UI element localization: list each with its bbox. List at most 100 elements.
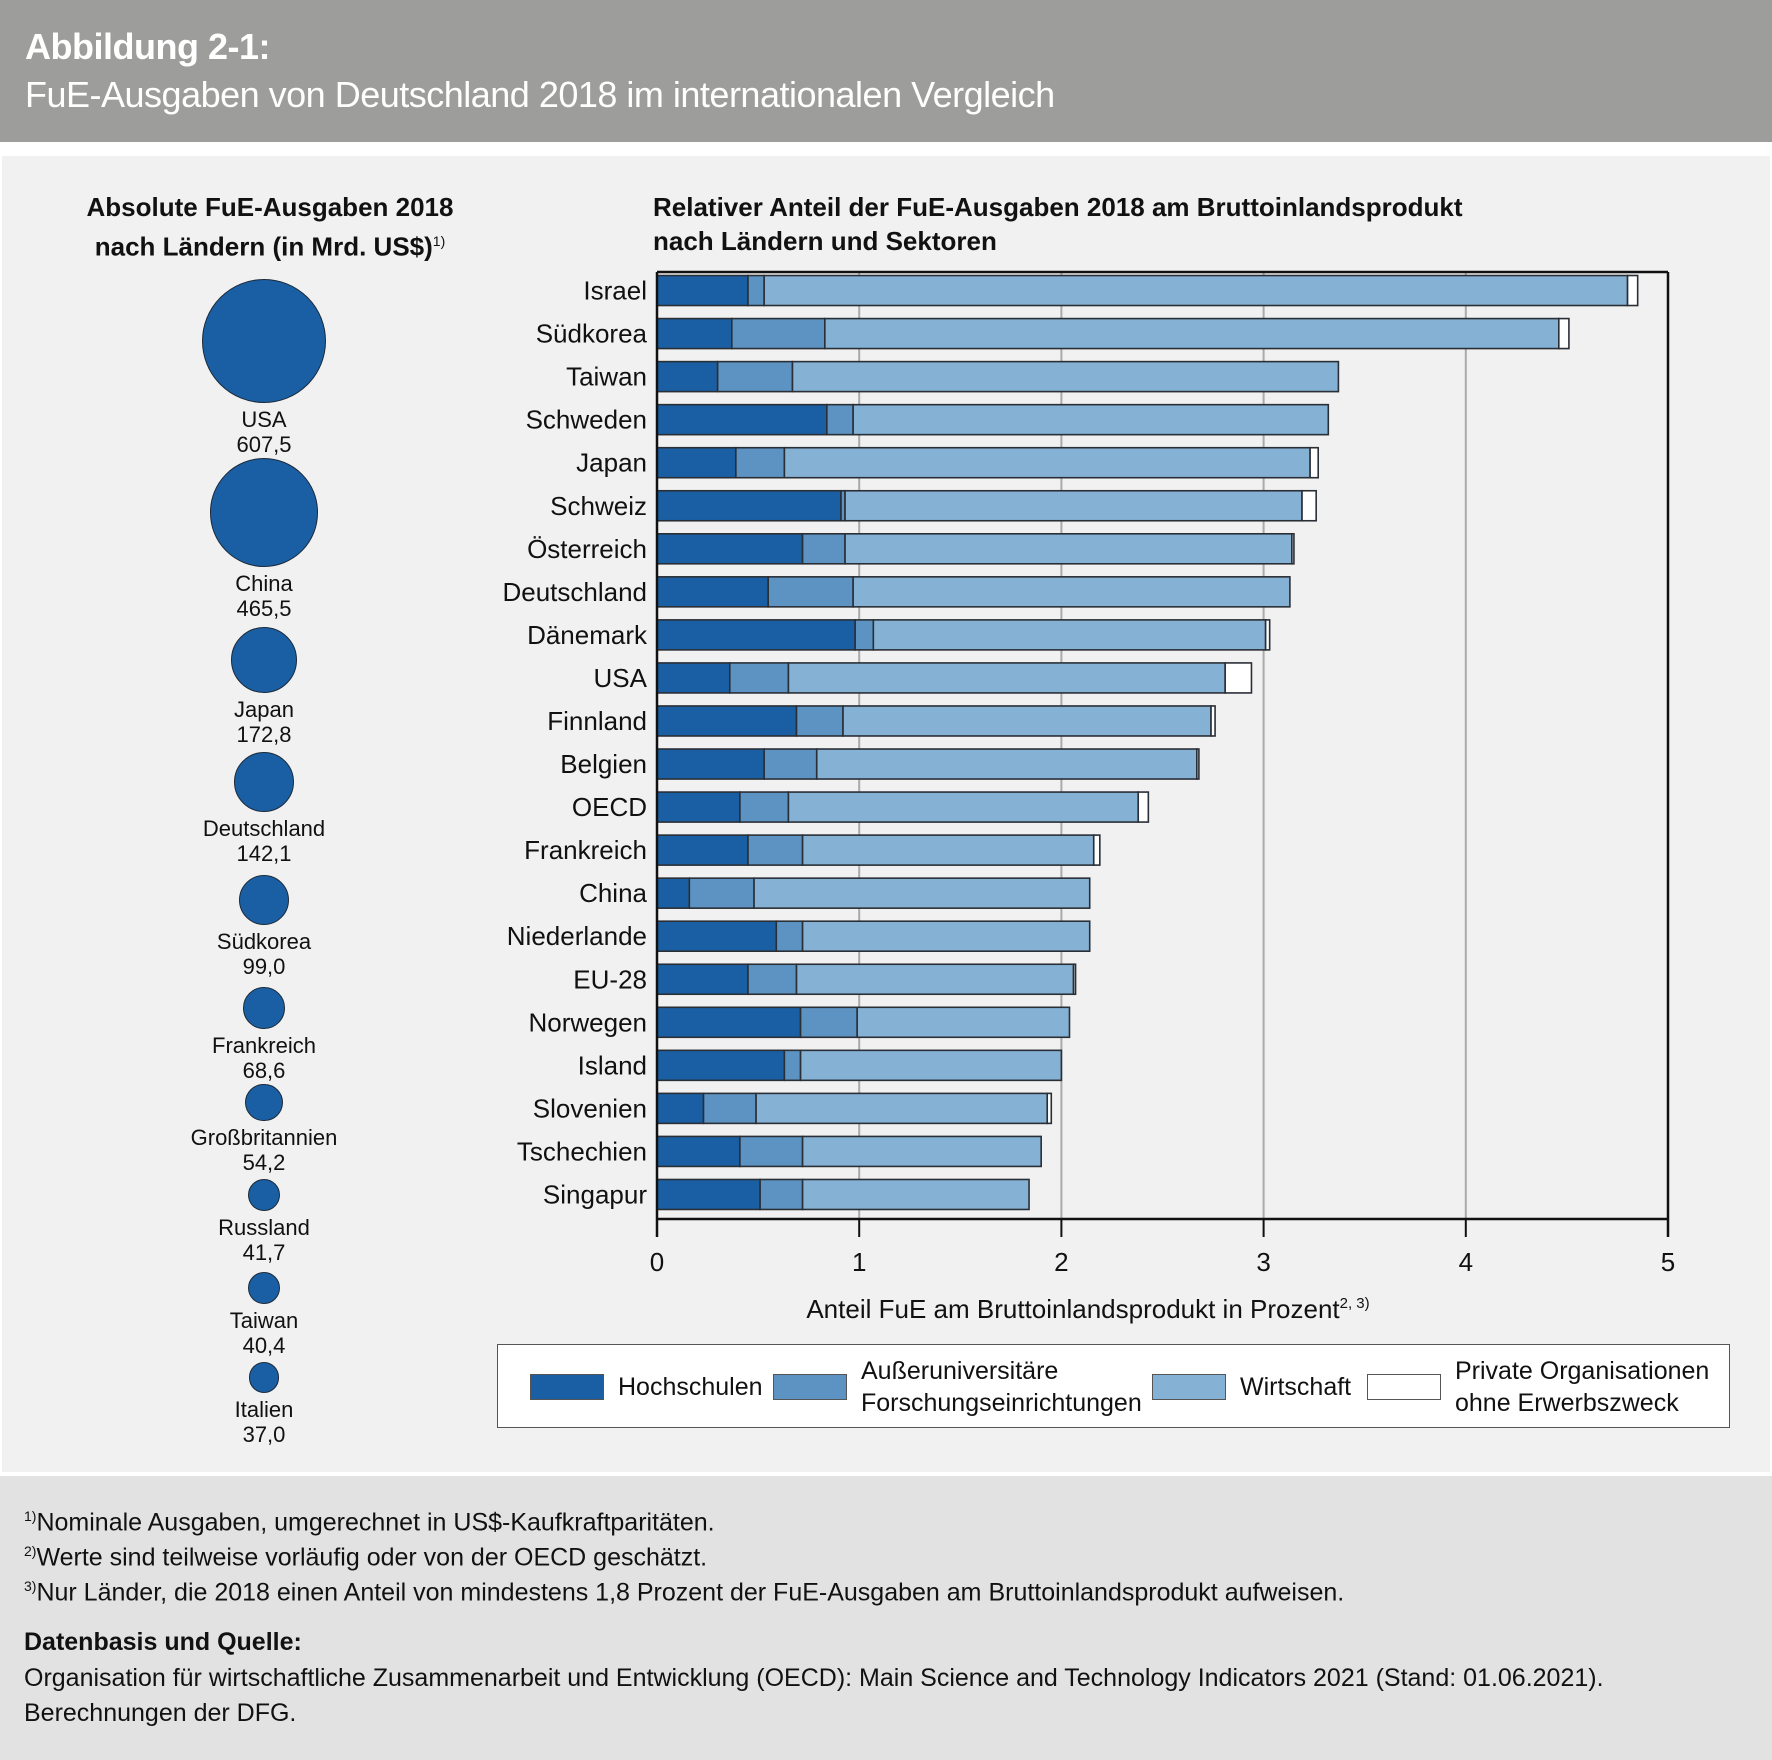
legend-label: Forschungseinrichtungen [861, 1389, 1142, 1417]
category-label: Finnland [547, 706, 647, 736]
bar-segment-2 [872, 619, 1267, 651]
x-axis-label: Anteil FuE am Bruttoinlandsprodukt in Pr… [806, 1294, 1369, 1324]
category-label: Dänemark [527, 620, 648, 650]
footer [0, 1476, 1772, 1760]
category-label: Deutschland [502, 577, 647, 607]
source-line-2: Berechnungen der DFG. [24, 1699, 297, 1727]
bubble [247, 1179, 281, 1212]
footnote-ref: 1) [432, 233, 446, 249]
x-tick-label: 3 [1256, 1247, 1270, 1277]
bar-segment-2 [815, 748, 1198, 780]
bar-segment-2 [844, 532, 1293, 565]
bar-segment-1 [747, 834, 804, 866]
bubble [234, 752, 294, 812]
bubble-country: Großbritannien [190, 1125, 338, 1151]
category-label: Israel [583, 276, 647, 306]
bar-segment-0 [656, 360, 719, 393]
bar-segment-1 [731, 317, 826, 350]
bubble-title-line1: Absolute FuE-Ausgaben 2018 [86, 192, 454, 222]
bar-segment-2 [842, 705, 1212, 737]
legend-item-hochschulen: Hochschulen [530, 1345, 763, 1429]
bar-segment-1 [795, 705, 844, 737]
bubble-value: 37,0 [242, 1421, 286, 1447]
bar-segment-1 [801, 532, 846, 565]
figure-label: Abbildung 2-1: [25, 26, 270, 67]
bubble [230, 627, 298, 694]
bubble-value: 607,5 [236, 432, 292, 457]
bubble [245, 1084, 283, 1122]
bubble-value: 54,2 [242, 1150, 286, 1176]
category-label: USA [594, 663, 648, 693]
source-line-1: Organisation für wirtschaftliche Zusamme… [24, 1664, 1604, 1692]
bar-segment-3 [1264, 619, 1271, 651]
bar-segment-2 [801, 834, 1095, 866]
bar-segment-0 [656, 317, 733, 350]
bar-segment-3 [1137, 791, 1150, 823]
bubble-value: 172,8 [236, 722, 292, 748]
bubble-chart-title: Absolute FuE-Ausgaben 2018 nach Ländern … [60, 190, 480, 264]
x-tick-label: 0 [650, 1247, 664, 1277]
figure-title: FuE-Ausgaben von Deutschland 2018 im int… [25, 74, 1055, 115]
x-tick-labels: 0 1 2 3 4 5 [650, 1247, 1675, 1277]
category-label: Norwegen [528, 1007, 647, 1037]
category-label: Belgien [560, 749, 647, 779]
bar-segment-1 [728, 662, 790, 694]
bar-segment-0 [656, 1006, 802, 1039]
bar-segment-3 [1072, 963, 1077, 996]
bar-segment-0 [656, 576, 770, 608]
bar-segment-0 [656, 619, 856, 651]
bar-segment-0 [656, 748, 765, 780]
bar-segment-3 [1196, 748, 1200, 780]
bar-title-line1: Relativer Anteil der FuE-Ausgaben 2018 a… [653, 192, 1463, 222]
bar-segment-1 [759, 1178, 804, 1211]
bar-title-line2: nach Ländern und Sektoren [653, 226, 997, 256]
footnote-3: 3)Nur Länder, die 2018 einen Anteil von … [24, 1578, 1345, 1607]
bubble-value: 142,1 [236, 840, 292, 866]
bar-segment-2 [824, 317, 1560, 350]
bar-segment-0 [656, 1049, 786, 1082]
bubble-item: Italien 37,0 [164, 1362, 364, 1447]
bar-segment-2 [791, 360, 1340, 393]
bar-segment-0 [656, 705, 798, 737]
bubble-value: 99,0 [242, 954, 286, 980]
bubble [209, 458, 319, 567]
bubble-item: China 465,5 [164, 458, 364, 621]
category-label: Taiwan [566, 362, 647, 392]
bubble-item: USA 607,5 [164, 279, 364, 457]
bar-segment-0 [656, 532, 804, 565]
bar-segment-0 [656, 489, 842, 522]
bubble-country: China [235, 570, 293, 596]
bubble-country: Russland [218, 1215, 310, 1241]
category-label: Tschechien [517, 1136, 647, 1166]
bubble-item: Russland 41,7 [164, 1179, 364, 1265]
legend-label: Außeruniversitäre [861, 1357, 1059, 1385]
bar-segment-2 [801, 1135, 1042, 1168]
bar-segment-3 [1626, 274, 1639, 307]
legend-swatch [773, 1374, 847, 1400]
bar-segment-1 [688, 877, 755, 909]
bar-segment-2 [787, 662, 1226, 694]
bar-segment-1 [854, 619, 875, 651]
category-label: Niederlande [507, 921, 647, 951]
bubble-value: 68,6 [242, 1057, 286, 1083]
bar-segment-2 [783, 446, 1311, 479]
bar-segment-1 [767, 576, 854, 608]
source-title: Datenbasis und Quelle: [24, 1628, 302, 1656]
bar-segment-3 [1558, 317, 1570, 350]
bar-segment-2 [801, 920, 1091, 953]
x-tick-label: 4 [1459, 1247, 1473, 1277]
bubble-title-line2: nach Ländern (in Mrd. US$)1) [94, 231, 446, 262]
bar-segment-1 [739, 791, 790, 823]
bubble-country: USA [241, 407, 287, 432]
bar-segment-1 [747, 274, 765, 307]
bar-segment-0 [656, 1135, 741, 1168]
bar-segment-2 [799, 1049, 1063, 1082]
bar-segment-3 [1210, 705, 1216, 737]
bar-segment-1 [716, 360, 794, 393]
bar-segment-2 [852, 403, 1330, 436]
chart-legend: Hochschulen Außeruniversitäre Forschungse… [497, 1344, 1730, 1428]
bubble [248, 1272, 280, 1304]
bubble-item: Japan 172,8 [164, 627, 364, 747]
x-tick-label: 5 [1661, 1247, 1675, 1277]
legend-label: Private Organisationen [1455, 1357, 1710, 1385]
